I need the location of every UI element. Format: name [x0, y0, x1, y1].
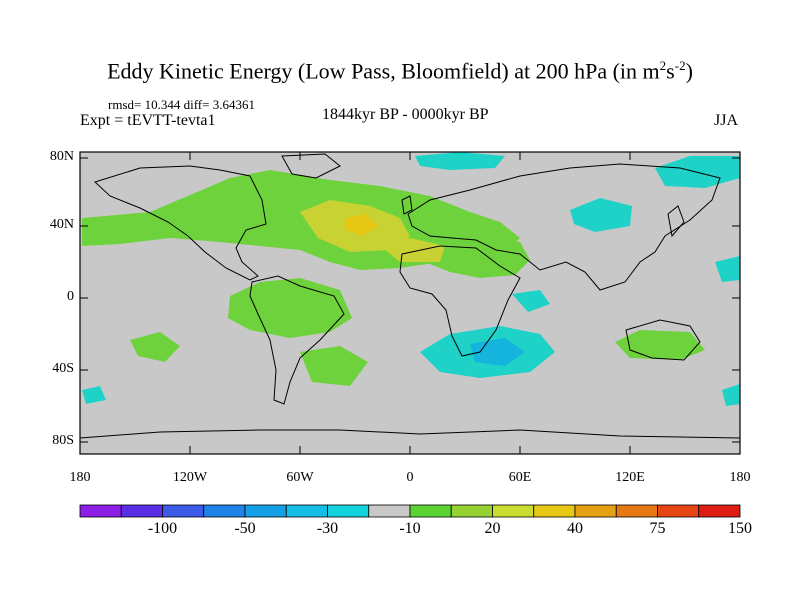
- colorbar-swatch: [699, 505, 740, 517]
- x-axis-label: 180: [710, 470, 770, 486]
- y-axis-label: 80S: [34, 433, 74, 449]
- map-figure: [0, 0, 800, 600]
- y-axis-label: 40N: [34, 217, 74, 233]
- colorbar-label: 150: [710, 520, 770, 538]
- colorbar-label: 75: [628, 520, 688, 538]
- colorbar-swatch: [245, 505, 286, 517]
- colorbar-label: 40: [545, 520, 605, 538]
- x-axis-label: 120E: [600, 470, 660, 486]
- colorbar-swatch: [163, 505, 204, 517]
- colorbar-swatch: [286, 505, 327, 517]
- colorbar-label: -10: [380, 520, 440, 538]
- x-axis-label: 0: [380, 470, 440, 486]
- x-axis-label: 60E: [490, 470, 550, 486]
- y-axis-label: 40S: [34, 361, 74, 377]
- colorbar-swatch: [534, 505, 575, 517]
- colorbar-label: -50: [215, 520, 275, 538]
- colorbar-swatch: [575, 505, 616, 517]
- x-axis-label: 180: [50, 470, 110, 486]
- colorbar: [80, 505, 740, 517]
- colorbar-swatch: [616, 505, 657, 517]
- x-axis-label: 120W: [160, 470, 220, 486]
- colorbar-swatch: [328, 505, 369, 517]
- y-axis-label: 80N: [34, 149, 74, 165]
- colorbar-swatch: [493, 505, 534, 517]
- y-axis-label: 0: [34, 289, 74, 305]
- colorbar-label: 20: [463, 520, 523, 538]
- colorbar-swatch: [451, 505, 492, 517]
- colorbar-swatch: [121, 505, 162, 517]
- colorbar-swatch: [204, 505, 245, 517]
- colorbar-swatch: [410, 505, 451, 517]
- colorbar-swatch: [80, 505, 121, 517]
- colorbar-swatch: [369, 505, 410, 517]
- colorbar-label: -100: [133, 520, 193, 538]
- x-axis-label: 60W: [270, 470, 330, 486]
- colorbar-label: -30: [298, 520, 358, 538]
- colorbar-swatch: [658, 505, 699, 517]
